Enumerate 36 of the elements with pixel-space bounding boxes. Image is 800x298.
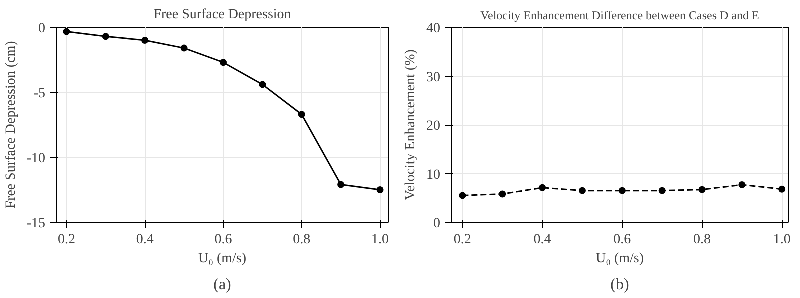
text: (b): [610, 276, 630, 294]
point: [102, 33, 110, 40]
chart-title: Free Surface Depression: [154, 8, 292, 22]
y-tick-label: 0: [434, 216, 440, 232]
y-tick-label: -10: [26, 152, 46, 166]
point: [63, 28, 70, 36]
y-tick-label: 40: [426, 22, 440, 36]
y-tick-label: 0: [38, 22, 46, 36]
y-tick-label: 10: [426, 168, 440, 183]
x-tick-label: 0.6: [614, 232, 632, 248]
x-tick-label: 0.8: [694, 232, 712, 248]
point: [220, 59, 227, 66]
chart-title: Velocity Enhancement Difference between Cases D and E: [480, 8, 760, 22]
x-tick-label: 1.0: [372, 232, 390, 248]
point: [180, 44, 188, 52]
x-tick-label: 0.2: [454, 232, 472, 248]
point: [259, 81, 266, 88]
x-tick-label: 0.4: [534, 232, 552, 248]
x-tick-label: 0.2: [58, 232, 76, 248]
point: [298, 111, 306, 118]
x-axis-title: U₀ (m/s): [596, 252, 644, 266]
point: [338, 181, 345, 188]
y-tick-label: -15: [26, 216, 46, 232]
x-axis-title: U₀ (m/s): [198, 252, 247, 266]
y-tick-label: 20: [426, 119, 440, 134]
x-tick-label: 0.4: [136, 232, 154, 248]
y-axis-title: Free Surface Depression (cm): [4, 40, 19, 209]
x-tick-label: 1.0: [773, 232, 791, 248]
y-tick-label: -5: [34, 86, 46, 102]
x-tick-label: 0.6: [214, 232, 232, 248]
point: [376, 186, 384, 194]
y-axis-title: Velocity Enhancement (%): [404, 49, 418, 200]
text: (a): [214, 276, 232, 294]
x-tick-label: 0.8: [293, 232, 311, 248]
y-tick-label: 30: [426, 70, 440, 86]
point: [142, 37, 149, 44]
